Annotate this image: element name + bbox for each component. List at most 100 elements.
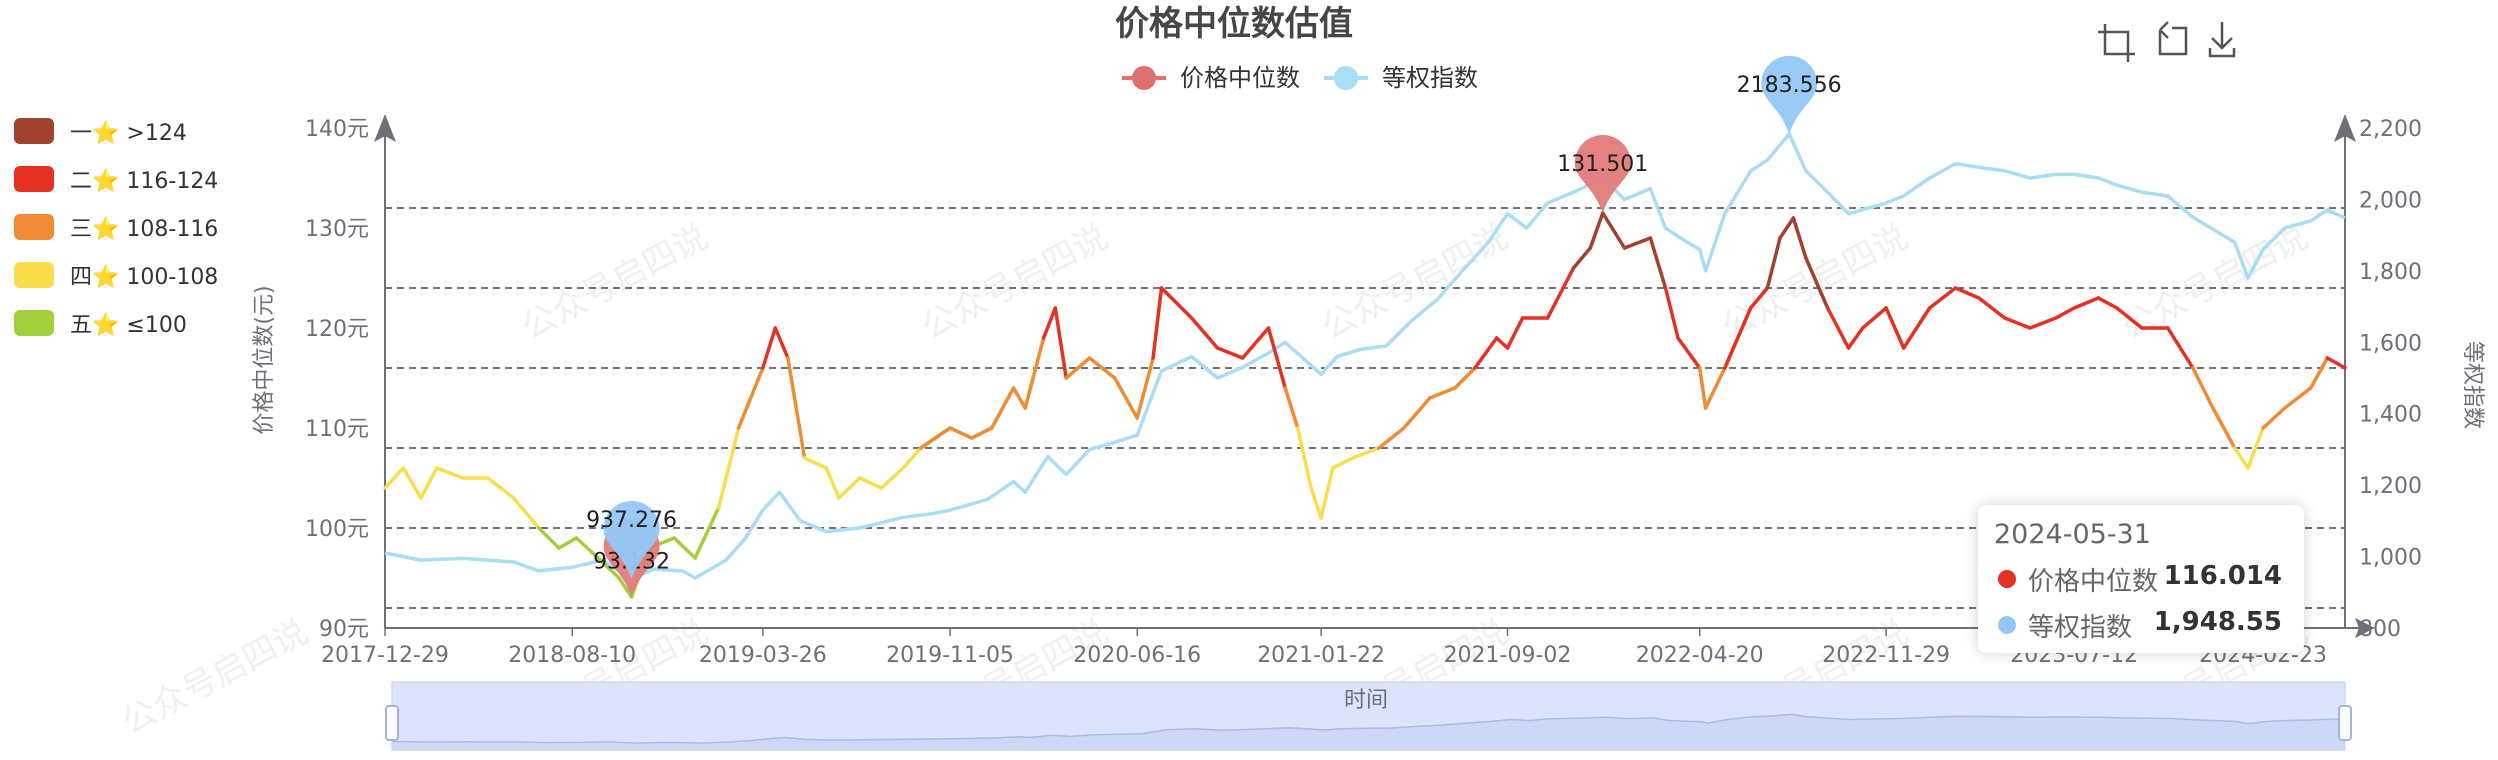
watermark-text: 公众号启四说 bbox=[915, 217, 1114, 348]
series-segment-price bbox=[2054, 306, 2076, 320]
y-right-tick-label: 1,800 bbox=[2359, 260, 2422, 285]
data-zoom-handle bbox=[2338, 705, 2352, 741]
series-segment-price bbox=[2325, 356, 2347, 370]
series-segment-price bbox=[948, 426, 974, 440]
series-segment-price bbox=[1901, 306, 1932, 350]
y-left-tick-label: 100元 bbox=[305, 517, 369, 542]
series-segment-price bbox=[1309, 486, 1323, 520]
series-segment-price bbox=[1215, 346, 1245, 360]
series-segment-price bbox=[1571, 246, 1593, 270]
series-segment-price bbox=[824, 466, 841, 500]
series-segment-price bbox=[1697, 366, 1708, 410]
data-zoom-handle bbox=[385, 705, 399, 741]
series-segment-price bbox=[401, 466, 423, 500]
y-axis-left-arrow bbox=[374, 114, 396, 142]
data-zoom-selected bbox=[392, 682, 2345, 750]
visual-map-swatch bbox=[14, 118, 54, 144]
visual-map-swatch bbox=[14, 262, 54, 288]
download-icon bbox=[2208, 22, 2236, 58]
series-segment-price bbox=[1723, 306, 1753, 370]
series-segment-price bbox=[1159, 286, 1194, 320]
watermark-text: 公众号启四说 bbox=[515, 217, 714, 348]
series-segment-price bbox=[2246, 426, 2265, 470]
series-segment-price bbox=[383, 466, 406, 490]
series-segment-price bbox=[837, 476, 862, 500]
marker-label: 937.276 bbox=[586, 508, 677, 533]
series-segment-price bbox=[1778, 216, 1796, 240]
x-tick-label: 2021-01-22 bbox=[1257, 643, 1385, 668]
x-tick-label: 2022-04-20 bbox=[1636, 643, 1764, 668]
x-tick-label: 2021-09-02 bbox=[1444, 643, 1572, 668]
tooltip-date: 2024-05-31 bbox=[1994, 519, 2151, 550]
tooltip-row-price: 价格中位数 116.014 bbox=[1994, 561, 2290, 597]
series-segment-price bbox=[990, 386, 1016, 430]
tooltip-label-price: 价格中位数 bbox=[2028, 567, 2159, 597]
series-segment-price bbox=[1505, 316, 1525, 350]
visual-map-label: 三⭐ 108-116 bbox=[70, 216, 218, 242]
visual-map-swatch bbox=[14, 310, 54, 336]
tooltip-row-index: 等权指数 1,948.55 bbox=[1994, 607, 2290, 643]
series-segment-price bbox=[1023, 336, 1046, 410]
series-segment-price bbox=[2308, 356, 2330, 390]
data-zoom-slider[interactable] bbox=[385, 681, 2352, 751]
series-segment-price bbox=[1473, 336, 1499, 370]
series-segment-price bbox=[1402, 396, 1432, 430]
chart-title: 价格中位数估值 bbox=[1115, 4, 1353, 44]
axis-ticks: 90元 100元 110元 120元 130元 140元 800 1,000 1,200 1,40… bbox=[305, 117, 2422, 668]
series-segment-price bbox=[2232, 446, 2250, 470]
marker-pin bbox=[1574, 134, 1631, 213]
legend: 价格中位数 等权指数 bbox=[1122, 64, 1478, 92]
series-group bbox=[383, 132, 2347, 599]
y-left-tick-label: 110元 bbox=[305, 417, 369, 442]
series-segment-price bbox=[2003, 316, 2032, 330]
series-segment-price bbox=[672, 536, 697, 560]
series-segment-price bbox=[2261, 406, 2287, 430]
marker-label: 2183.556 bbox=[1737, 73, 1842, 98]
series-segment-price bbox=[1846, 326, 1865, 350]
tooltip: 2024-05-31 价格中位数 116.014 等权指数 1,948.55 bbox=[1978, 505, 2304, 653]
y-axis-right-label: 等权指数 bbox=[2460, 341, 2485, 429]
y-right-tick-label: 2,200 bbox=[2359, 117, 2422, 142]
series-segment-price bbox=[857, 476, 884, 490]
x-tick-label: 2017-12-29 bbox=[321, 643, 449, 668]
series-segment-price bbox=[919, 426, 952, 450]
series-segment-price bbox=[2191, 366, 2215, 410]
data-zoom-line bbox=[391, 713, 2346, 744]
series-segment-price bbox=[1884, 306, 1906, 350]
series-segment-price bbox=[693, 506, 721, 560]
series-segment-price bbox=[901, 446, 923, 470]
series-segment-price bbox=[1927, 286, 1958, 310]
data-zoom-shadow bbox=[392, 714, 2345, 750]
series-segment-price bbox=[1453, 366, 1477, 390]
x-tick-label: 2020-06-16 bbox=[1073, 643, 1201, 668]
series-segment-price bbox=[1189, 316, 1220, 350]
series-segment-price bbox=[1112, 376, 1139, 420]
series-segment-price bbox=[1748, 286, 1770, 310]
visual-map-label: 二⭐ 116-124 bbox=[70, 168, 218, 194]
tooltip-label-index: 等权指数 bbox=[2028, 613, 2133, 643]
series-segment-price bbox=[969, 426, 994, 440]
series-segment-price bbox=[1494, 336, 1510, 350]
marker-pin bbox=[1761, 55, 1818, 134]
series-segment-price bbox=[1377, 426, 1406, 450]
series-segment-price bbox=[1953, 286, 1981, 300]
series-segment-price bbox=[1283, 386, 1300, 430]
visual-map-label: 四⭐ 100-108 bbox=[70, 264, 218, 290]
series-segment-price bbox=[1151, 286, 1164, 360]
watermark-text: 公众号启四说 bbox=[115, 612, 314, 743]
legend-dot bbox=[1334, 66, 1358, 90]
series-segment-price bbox=[1087, 356, 1117, 380]
visual-map-label: 五⭐ ≤100 bbox=[70, 312, 187, 338]
series-segment-price bbox=[1601, 211, 1627, 250]
x-tick-label: 2019-03-26 bbox=[699, 643, 827, 668]
watermark-text: 公众号启四说 bbox=[1315, 217, 1514, 348]
series-segment-price bbox=[1703, 366, 1727, 410]
series-segment-price bbox=[2096, 296, 2119, 310]
series-segment-price bbox=[2166, 326, 2195, 370]
series-segment-price bbox=[1041, 306, 1058, 340]
series-segment-price bbox=[537, 526, 561, 550]
y-right-tick-label: 1,400 bbox=[2359, 403, 2422, 428]
series-segment-price bbox=[1804, 256, 1830, 310]
series-segment-price bbox=[1319, 466, 1335, 520]
